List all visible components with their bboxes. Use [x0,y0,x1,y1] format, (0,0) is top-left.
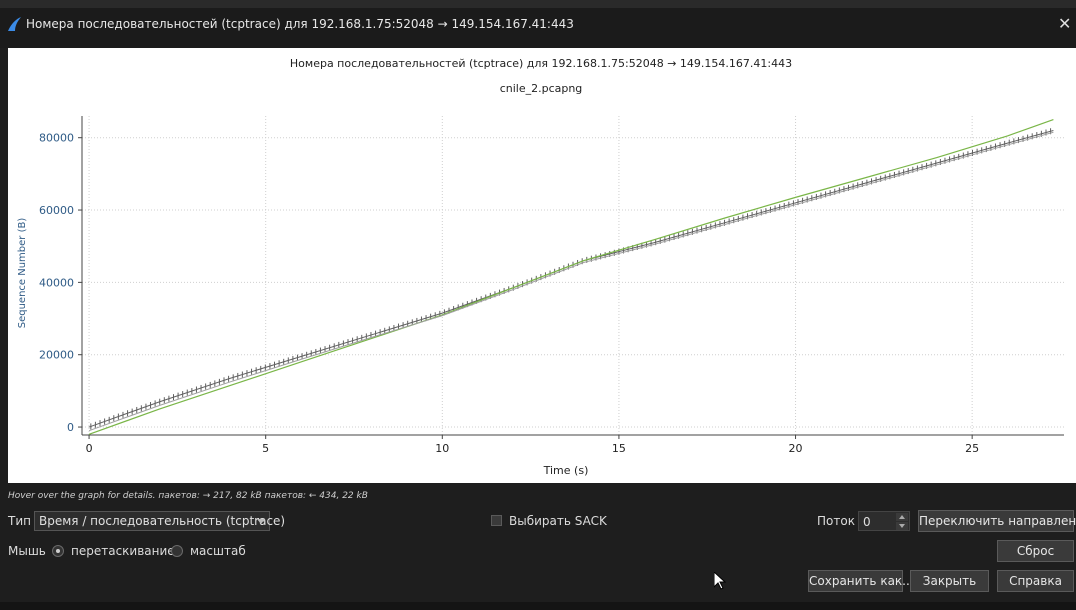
y-tick-label: 0 [67,421,74,434]
select-sack-label: Выбирать SACK [509,514,607,528]
x-tick-label: 20 [789,442,803,455]
segments-line [89,130,1053,427]
stream-input[interactable] [861,513,899,531]
zoom-label: масштаб [190,544,246,558]
x-tick-label: 10 [435,442,449,455]
save-as-button[interactable]: Сохранить как... [808,570,903,592]
stream-spinbox [858,511,910,531]
window-title: Номера последовательностей (tcptrace) дл… [26,17,574,31]
hover-hint: Hover over the graph for details. пакето… [8,491,368,501]
spin-up-icon[interactable] [896,513,908,521]
data-series [89,120,1053,435]
switch-direction-button[interactable]: Переключить направление [918,510,1074,532]
graph-area[interactable]: Номера последовательностей (tcptrace) дл… [8,48,1076,483]
reset-button[interactable]: Сброс [997,540,1074,562]
help-button[interactable]: Справка [997,570,1074,592]
x-tick-label: 5 [262,442,269,455]
x-axis-label: Time (s) [543,464,589,477]
close-icon[interactable]: ✕ [1058,14,1076,32]
sequence-chart[interactable]: Номера последовательностей (tcptrace) дл… [8,48,1076,483]
select-sack-checkbox[interactable] [491,515,502,526]
y-tick-label: 80000 [39,132,74,145]
stream-label: Поток [817,514,855,528]
y-tick-label: 60000 [39,204,74,217]
x-tick-label: 25 [965,442,979,455]
y-tick-label: 20000 [39,349,74,362]
receive-window-line [89,120,1053,435]
window-titlebar: Номера последовательностей (tcptrace) дл… [0,0,1076,48]
wireshark-fin-icon [6,16,22,32]
mouse-pointer-icon [714,572,726,590]
ack-line [89,132,1053,430]
chevron-down-icon [257,519,265,524]
type-label: Тип [8,514,31,528]
x-tick-label: 15 [612,442,626,455]
spin-down-icon[interactable] [896,522,908,530]
graph-type-select[interactable]: Время / последовательность (tcptrace) [34,511,270,531]
drag-radio[interactable] [52,545,64,557]
x-tick-label: 0 [86,442,93,455]
close-button[interactable]: Закрыть [910,570,989,592]
bottom-strip [0,602,1076,610]
y-axis-label: Sequence Number (B) [17,218,28,329]
chart-subtitle: cnile_2.pcapng [500,82,583,95]
graph-type-value: Время / последовательность (tcptrace) [39,514,285,528]
drag-label: перетаскивание [71,544,175,558]
window-top-strip [0,0,1076,8]
chart-title: Номера последовательностей (tcptrace) дл… [290,57,792,70]
zoom-radio[interactable] [171,545,183,557]
mouse-label: Мышь [8,544,46,558]
axes: 0 5 10 15 20 25 0 20000 40000 60000 80000 [39,116,1064,455]
y-tick-label: 40000 [39,276,74,289]
